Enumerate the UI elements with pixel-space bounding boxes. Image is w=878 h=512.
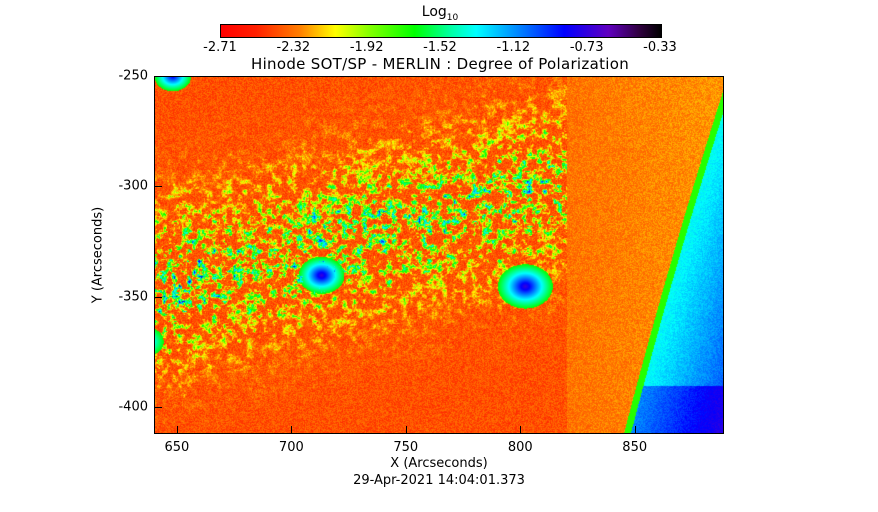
y-tick-label: -400 (118, 399, 148, 415)
colorbar-tick-label: -1.12 (496, 40, 531, 55)
colorbar-tick-label: -0.33 (643, 40, 677, 55)
colorbar-title: Log10 (421, 4, 459, 23)
chart-title: Hinode SOT/SP - MERLIN : Degree of Polar… (250, 55, 630, 73)
x-tick-mark (176, 426, 178, 434)
plot-frame (154, 76, 724, 434)
x-tick-label: 750 (393, 440, 419, 455)
y-axis-label: Y (Arcseconds) (90, 206, 106, 304)
colorbar-tick-label: -1.92 (349, 40, 384, 55)
polarization-map (154, 76, 724, 434)
x-tick-label: 700 (278, 440, 304, 455)
colorbar-tick-label: -2.71 (203, 40, 237, 55)
colorbar-tick-label: -0.73 (569, 40, 604, 55)
y-tick-mark (154, 186, 162, 188)
y-tick-label: -350 (118, 289, 148, 305)
x-tick-mark (634, 426, 636, 434)
y-tick-mark (154, 407, 162, 409)
colorbar-tick-label: -2.32 (276, 40, 311, 55)
colorbar-tick-label: -1.52 (423, 40, 457, 55)
y-tick-mark (154, 76, 162, 77)
x-tick-label: 800 (507, 440, 533, 455)
x-tick-mark (405, 426, 407, 434)
y-tick-label: -300 (118, 178, 148, 194)
colorbar (220, 24, 662, 38)
x-axis-label: X (Arcseconds) (390, 456, 488, 471)
y-tick-mark (154, 296, 162, 298)
x-tick-label: 850 (622, 440, 648, 455)
y-tick-label: -250 (118, 68, 148, 84)
x-tick-label: 650 (164, 440, 190, 455)
x-tick-mark (291, 426, 293, 434)
timestamp: 29-Apr-2021 14:04:01.373 (353, 473, 525, 488)
x-tick-mark (520, 426, 522, 434)
